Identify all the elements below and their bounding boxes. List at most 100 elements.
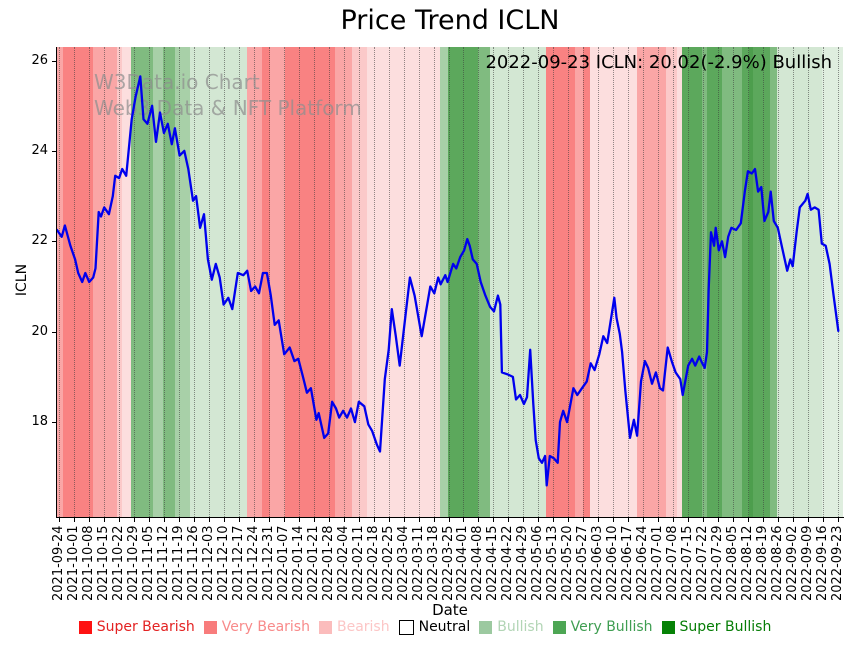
x-tick-mark [88,518,90,522]
week-gridline [388,47,390,517]
x-tick-label: 2022-06-03 [590,525,606,601]
x-tick-label: 2022-02-18 [365,525,381,601]
sentiment-band-very-bearish [57,47,64,517]
sentiment-band-super-bullish [681,47,703,517]
x-tick-label: 2022-07-29 [710,525,726,601]
x-tick-mark [73,518,75,522]
legend-item-bearish: Bearish [318,619,390,635]
week-gridline [838,47,839,517]
x-tick-label: 2021-11-26 [185,525,201,601]
sentiment-band-very-bullish [163,47,175,517]
x-tick-mark [238,518,240,522]
y-axis-spine [56,47,57,518]
x-axis-ticks: 2021-09-24 2021-10-01 2021-10-08 2021-10-15… [51,518,845,614]
week-gridline [118,47,120,517]
x-tick-mark [553,518,555,522]
x-tick-mark [133,518,135,522]
week-gridline [523,47,525,517]
x-tick-label: 2022-05-27 [575,525,591,601]
x-tick-mark [763,518,765,522]
week-gridline [673,47,675,517]
week-gridline [808,47,809,517]
legend-label: Neutral [418,619,471,635]
x-tick-mark [628,518,630,522]
week-gridline [403,47,405,517]
plot-area: W3Data.io Chart Web3 Data & NFT Platform… [57,47,843,517]
x-tick-mark [193,518,195,522]
x-tick-label: 2021-11-19 [170,525,186,601]
week-gridline [703,47,705,517]
x-tick-label: 2022-04-22 [500,525,516,601]
x-tick-mark [598,518,600,522]
sentiment-band-very-bullish [478,47,491,517]
x-tick-mark [478,518,480,522]
sentiment-band-bearish [122,47,131,517]
x-tick-label: 2022-06-10 [605,525,621,601]
sentiment-band-bearish [677,47,682,517]
x-tick-label: 2022-09-23 [830,525,845,601]
week-gridline [823,47,824,517]
week-gridline [163,47,165,517]
week-gridline [718,47,720,517]
x-tick-mark [838,518,839,522]
y-axis-label: ICLN [14,263,30,297]
x-tick-label: 2022-08-26 [770,525,785,601]
sentiment-band-very-bearish [93,47,117,517]
x-tick-mark [268,518,270,522]
sentiment-band-bearish [366,47,440,517]
sentiment-band-super-bullish [748,47,754,517]
week-gridline [103,47,105,517]
y-tick-mark [52,150,56,152]
legend-label: Bullish [497,619,544,635]
week-gridline [688,47,690,517]
x-tick-mark [673,518,675,522]
x-tick-label: 2022-07-22 [695,525,711,601]
week-gridline [433,47,435,517]
x-tick-label: 2021-12-10 [215,525,231,601]
x-tick-label: 2022-04-01 [455,525,471,601]
x-tick-label: 2022-01-28 [320,525,336,601]
legend-item-very-bearish: Very Bearish [203,619,310,635]
y-tick-label: 26 [31,52,48,68]
week-gridline [658,47,660,517]
week-gridline [208,47,210,517]
y-tick-mark [52,422,56,424]
x-tick-label: 2022-02-25 [380,525,396,601]
week-gridline [733,47,735,517]
week-gridline [283,47,285,517]
x-tick-label: 2021-12-31 [260,525,276,601]
sentiment-band-very-bearish [637,47,667,517]
x-tick-mark [568,518,570,522]
legend-item-neutral: Neutral [398,619,471,635]
legend-swatch-icon [661,620,675,634]
x-tick-mark [163,518,165,522]
x-tick-mark [583,518,585,522]
x-tick-label: 2022-07-08 [665,525,681,601]
legend-item-super-bullish: Super Bullish [661,619,771,635]
week-gridline [373,47,375,517]
price-line [57,75,840,487]
x-tick-label: 2021-12-03 [200,525,216,601]
legend-swatch-icon [552,620,566,634]
sentiment-band-super-bullish [753,47,770,517]
week-gridline [298,47,300,517]
x-tick-mark [808,518,809,522]
week-gridline [343,47,345,517]
legend-swatch-icon [398,619,414,635]
x-tick-label: 2022-09-16 [815,525,830,601]
x-tick-mark [778,518,779,522]
x-tick-label: 2021-10-08 [80,525,96,601]
x-tick-mark [358,518,360,522]
legend-label: Very Bearish [221,619,310,635]
x-tick-label: 2021-10-01 [65,525,81,601]
week-gridline [313,47,315,517]
chart-title: Price Trend ICLN [340,5,560,36]
x-tick-label: 2022-07-01 [650,525,666,601]
x-tick-label: 2022-05-13 [545,525,561,601]
x-tick-label: 2021-11-05 [140,525,156,601]
y-tick-mark [52,241,56,243]
x-tick-label: 2021-10-29 [125,525,141,601]
x-tick-mark [223,518,225,522]
legend-swatch-icon [479,620,493,634]
x-tick-mark [253,518,255,522]
